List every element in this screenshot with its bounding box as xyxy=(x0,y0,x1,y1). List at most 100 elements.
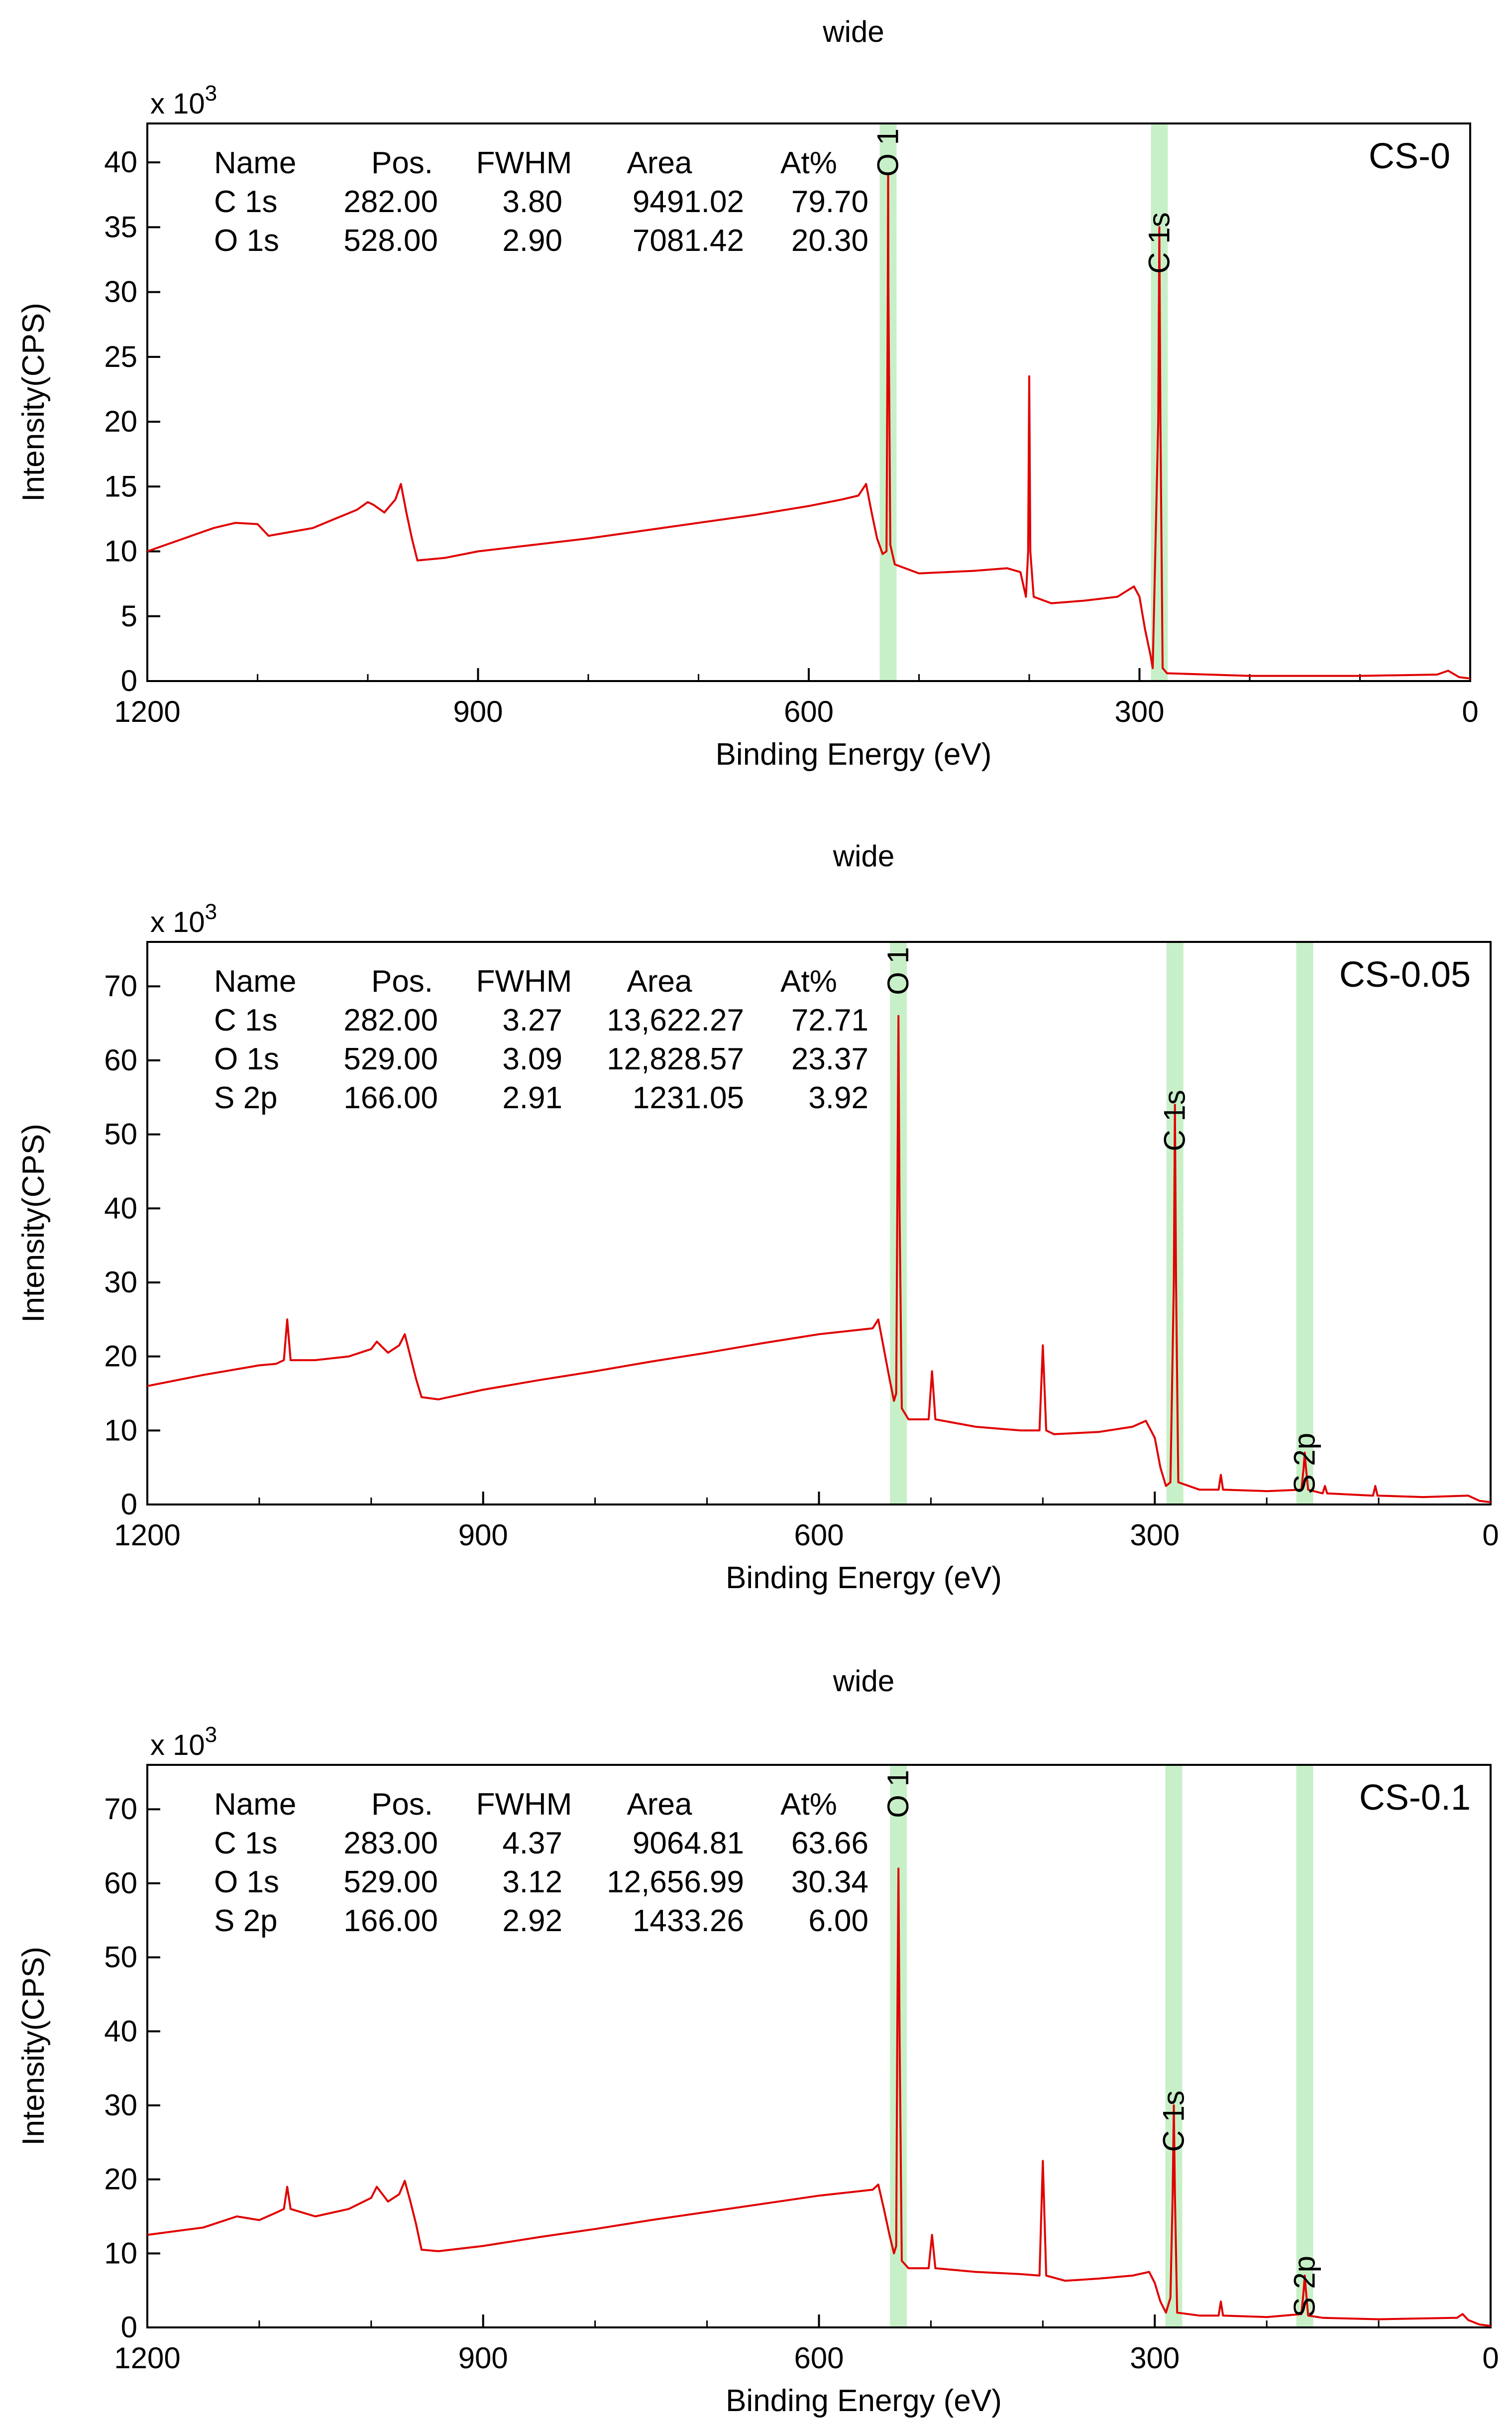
table-cell: S 2p xyxy=(214,1904,278,1938)
x-tick-label: 600 xyxy=(784,695,834,728)
sample-label: CS-0.05 xyxy=(1339,955,1471,995)
y-tick-label: 0 xyxy=(121,2310,137,2344)
table-cell: 12,656.99 xyxy=(607,1865,744,1899)
table-cell: 72.71 xyxy=(791,1003,868,1038)
table-header: Area xyxy=(627,964,692,999)
table-header: Pos. xyxy=(371,964,433,999)
table-cell: C 1s xyxy=(214,1826,277,1860)
table-cell: 3.80 xyxy=(502,185,562,219)
y-axis-label: Intensity(CPS) xyxy=(16,303,51,502)
quantification-table: Name Pos. FWHM Area At% C 1s 282.00 3.27 13,622.… xyxy=(214,964,868,1115)
table-cell: 9491.02 xyxy=(633,185,744,219)
table-cell: 13,622.27 xyxy=(607,1003,744,1038)
y-tick-label: 70 xyxy=(104,1792,137,1826)
sample-label: CS-0.1 xyxy=(1359,1778,1471,1818)
table-cell: 4.37 xyxy=(502,1826,562,1860)
table-cell: 529.00 xyxy=(343,1042,438,1076)
y-multiplier: x 103 xyxy=(150,900,217,938)
table-cell: 63.66 xyxy=(791,1826,868,1860)
y-tick-label: 20 xyxy=(104,405,137,438)
y-tick-label: 30 xyxy=(104,2088,137,2122)
spectrum-line xyxy=(147,1867,1491,2327)
y-tick-label: 35 xyxy=(104,210,137,243)
x-tick-label: 300 xyxy=(1130,1518,1180,1552)
table-cell: 2.92 xyxy=(502,1904,562,1938)
y-tick-label: 50 xyxy=(104,1941,137,1974)
spectrum-line xyxy=(147,174,1471,680)
x-tick-label: 600 xyxy=(794,1518,844,1552)
table-cell: O 1s xyxy=(214,1865,279,1899)
table-header: FWHM xyxy=(476,1787,572,1822)
chart-title: wide xyxy=(833,839,894,873)
table-cell: 6.00 xyxy=(808,1904,868,1938)
y-tick-label: 50 xyxy=(104,1118,137,1151)
peak-label: S 2p xyxy=(1288,2256,1321,2317)
table-cell: 9064.81 xyxy=(633,1826,744,1860)
y-tick-label: 30 xyxy=(104,275,137,309)
table-cell: O 1s xyxy=(214,1042,279,1076)
table-header: At% xyxy=(780,146,837,180)
y-tick-label: 0 xyxy=(121,1488,137,1521)
quantification-table: Name Pos. FWHM Area At% C 1s 282.00 3.80 9491.02… xyxy=(214,146,868,258)
table-cell: O 1s xyxy=(214,224,279,258)
table-cell: 3.92 xyxy=(808,1081,868,1115)
table-cell: 3.09 xyxy=(502,1042,562,1076)
y-axis-label: Intensity(CPS) xyxy=(16,1124,51,1323)
table-cell: 23.37 xyxy=(791,1042,868,1076)
table-cell: 7081.42 xyxy=(633,224,744,258)
y-tick-label: 40 xyxy=(104,1191,137,1225)
table-cell: 3.27 xyxy=(502,1003,562,1038)
peak-band xyxy=(1296,942,1313,1504)
y-tick-label: 70 xyxy=(104,969,137,1003)
x-tick-label: 0 xyxy=(1482,1518,1499,1552)
table-cell: 528.00 xyxy=(343,224,438,258)
y-tick-label: 10 xyxy=(104,535,137,568)
peak-label: O 1 xyxy=(871,128,904,177)
x-axis-label: Binding Energy (eV) xyxy=(716,737,992,772)
table-header: FWHM xyxy=(476,964,572,999)
peak-label: C 1s xyxy=(1142,212,1176,273)
y-tick-label: 40 xyxy=(104,145,137,179)
spectrum-panel: wide 0 10 20 30 40 50 60 70 1200 900 600 300 0 Binding… xyxy=(16,1664,1499,2418)
table-cell: 166.00 xyxy=(343,1081,438,1115)
peak-label: C 1s xyxy=(1158,1090,1191,1151)
table-header: Pos. xyxy=(371,146,433,180)
y-tick-label: 20 xyxy=(104,1340,137,1373)
y-tick-label: 30 xyxy=(104,1266,137,1299)
x-tick-label: 900 xyxy=(458,2341,508,2375)
table-cell: 20.30 xyxy=(791,224,868,258)
table-header: Area xyxy=(627,1787,692,1822)
table-header: Name xyxy=(214,146,296,180)
table-header: At% xyxy=(780,1787,837,1822)
peak-label: O 1 xyxy=(881,1770,915,1818)
peak-label: C 1s xyxy=(1157,2090,1190,2152)
x-tick-label: 600 xyxy=(794,2341,844,2375)
y-tick-label: 60 xyxy=(104,1043,137,1077)
chart-title: wide xyxy=(833,1664,894,1698)
spectrum-panel: wide 0 5 10 15 20 25 30 35 40 1200 900 600 300 0 Bindin… xyxy=(16,15,1479,772)
y-axis-label: Intensity(CPS) xyxy=(16,1947,51,2146)
table-cell: S 2p xyxy=(214,1081,278,1115)
y-tick-label: 10 xyxy=(104,1413,137,1447)
y-tick-label: 10 xyxy=(104,2236,137,2270)
table-cell: 1433.26 xyxy=(633,1904,744,1938)
table-cell: 282.00 xyxy=(343,1003,438,1038)
table-header: Name xyxy=(214,964,296,999)
table-cell: 283.00 xyxy=(343,1826,438,1860)
y-tick-label: 40 xyxy=(104,2014,137,2048)
table-cell: 529.00 xyxy=(343,1865,438,1899)
table-cell: 1231.05 xyxy=(633,1081,744,1115)
table-header: FWHM xyxy=(476,146,572,180)
x-tick-label: 300 xyxy=(1130,2341,1180,2375)
table-cell: 2.90 xyxy=(502,224,562,258)
x-tick-label: 0 xyxy=(1462,695,1478,728)
x-tick-label: 0 xyxy=(1482,2341,1499,2375)
table-header: Area xyxy=(627,146,692,180)
sample-label: CS-0 xyxy=(1369,136,1450,176)
y-tick-label: 25 xyxy=(104,340,137,373)
y-tick-label: 0 xyxy=(121,664,137,697)
spectrum-panel: wide 0 10 20 30 40 50 60 70 1200 900 600 300 0 Binding… xyxy=(16,839,1499,1595)
table-header: Pos. xyxy=(371,1787,433,1822)
table-cell: 79.70 xyxy=(791,185,868,219)
table-cell: 3.12 xyxy=(502,1865,562,1899)
